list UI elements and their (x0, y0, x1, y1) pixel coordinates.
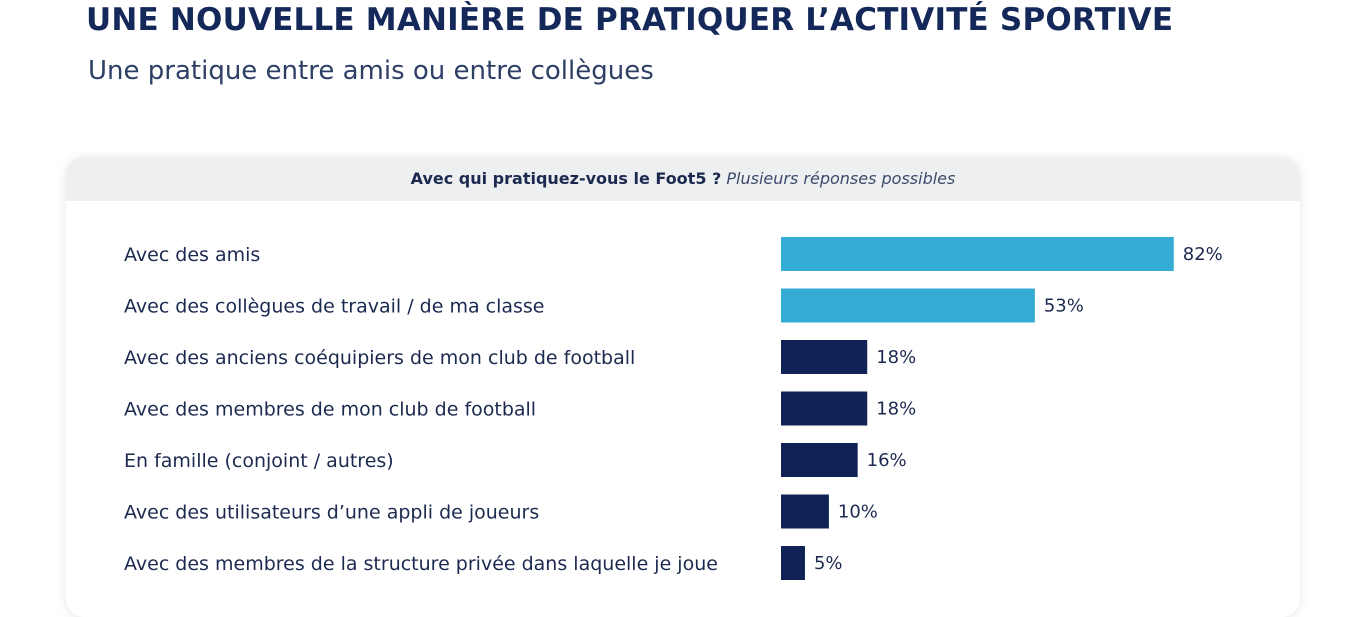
page-title: UNE NOUVELLE MANIÈRE DE PRATIQUER L’ACTI… (86, 2, 1174, 38)
value-label: 5% (814, 553, 843, 574)
chart-card: Avec qui pratiquez-vous le Foot5 ? Plusi… (66, 157, 1300, 617)
value-label: 18% (876, 399, 916, 420)
value-label: 18% (876, 347, 916, 368)
page-subtitle: Une pratique entre amis ou entre collègu… (88, 56, 654, 86)
category-label: En famille (conjoint / autres) (124, 450, 394, 472)
bar (781, 391, 868, 426)
value-label: 82% (1183, 244, 1223, 265)
question-text: Avec qui pratiquez-vous le Foot5 ? (410, 169, 722, 188)
question-hint: Plusieurs réponses possibles (726, 169, 956, 188)
bar (781, 546, 805, 580)
category-label: Avec des utilisateurs d’une appli de jou… (124, 502, 539, 524)
bar (781, 288, 1035, 323)
bar (781, 494, 829, 529)
value-label: 16% (867, 450, 907, 471)
value-label: 10% (838, 502, 878, 523)
category-label: Avec des amis (124, 244, 260, 266)
category-label: Avec des anciens coéquipiers de mon club… (124, 347, 635, 369)
question-header: Avec qui pratiquez-vous le Foot5 ? Plusi… (66, 157, 1300, 201)
bar (781, 443, 858, 477)
category-label: Avec des membres de mon club de football (124, 399, 536, 421)
value-label: 53% (1044, 296, 1084, 317)
bar (781, 237, 1174, 271)
category-label: Avec des membres de la structure privée … (124, 553, 718, 575)
category-label: Avec des collègues de travail / de ma cl… (124, 296, 545, 318)
bar-chart: Avec des amis 82% Avec des collègues de tr… (124, 237, 1223, 580)
bar (781, 340, 868, 374)
